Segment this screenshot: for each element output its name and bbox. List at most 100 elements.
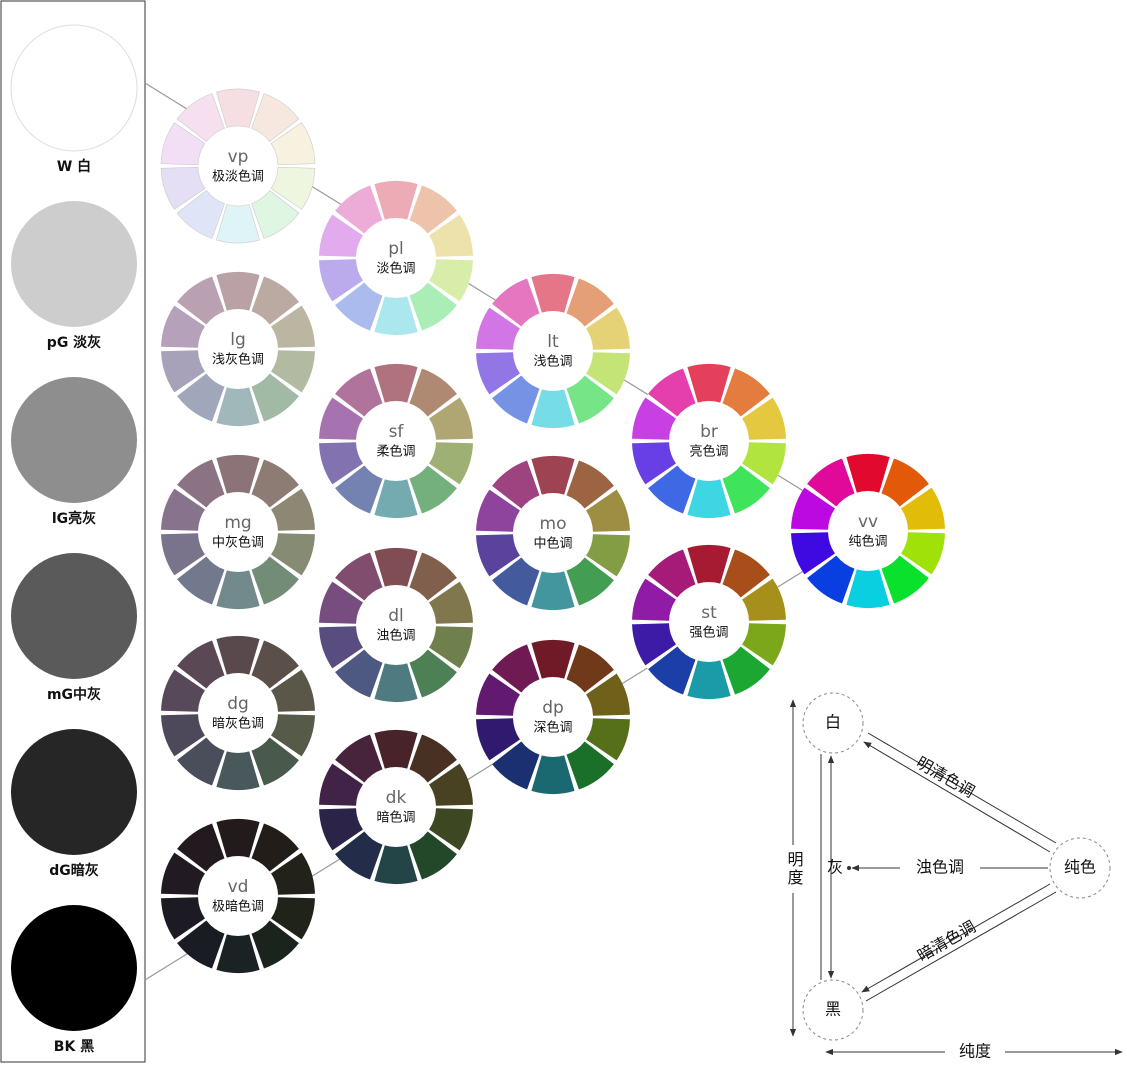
hue-segment <box>216 819 260 858</box>
hue-segment <box>881 555 929 604</box>
hue-segment <box>161 669 205 712</box>
tone-code: mo <box>540 514 567 534</box>
tone-code: dp <box>542 698 564 718</box>
gray-swatch <box>11 905 137 1031</box>
hue-segment <box>409 831 457 880</box>
hue-segment <box>632 397 676 440</box>
tone-code: mg <box>224 513 251 533</box>
hue-segment <box>251 190 300 239</box>
hue-segment <box>216 272 260 311</box>
pure-label: 纯色 <box>1064 858 1096 877</box>
hue-segment <box>566 460 614 509</box>
hue-segment <box>846 454 890 493</box>
hue-segment <box>251 737 299 786</box>
hue-segment <box>687 363 731 403</box>
dark-arrow <box>861 883 1051 993</box>
hue-segment <box>216 387 260 426</box>
hue-segment <box>429 581 473 624</box>
gray-label: 灰 <box>827 858 843 877</box>
hue-segment <box>319 808 363 851</box>
hue-segment <box>531 640 575 679</box>
hue-segment <box>176 190 225 239</box>
hue-segment <box>476 352 520 395</box>
hue-segment <box>271 350 315 393</box>
hue-segment <box>409 368 457 417</box>
dark-clear-label: 暗清色调 <box>914 917 979 965</box>
hue-segment <box>648 465 696 514</box>
light-arrow <box>863 741 1051 853</box>
hue-segment <box>161 852 205 895</box>
hue-segment <box>270 122 316 166</box>
tone-name: 浅色调 <box>533 354 572 370</box>
tone-code: lt <box>547 332 559 352</box>
tone-name: 淡色调 <box>376 261 415 277</box>
hue-segment <box>160 166 206 210</box>
hue-segment <box>586 489 630 532</box>
hue-segment <box>319 397 363 440</box>
hue-segment <box>161 897 205 940</box>
hue-segment <box>687 479 731 518</box>
hue-segment <box>374 548 418 587</box>
tone-name: 亮色调 <box>689 444 728 460</box>
hue-segment <box>791 487 835 530</box>
hue-segment <box>251 459 299 508</box>
hue-segment <box>271 714 315 757</box>
relation-diagram: 明度 纯度 白 纯色 黑 灰 浊色调 明清色调 暗清色调 <box>780 692 1123 1064</box>
hue-segment <box>251 93 300 142</box>
hue-segment <box>531 755 575 794</box>
hue-segment <box>160 122 206 166</box>
gray-label: BK 黑 <box>54 1039 94 1055</box>
hue-segment <box>319 626 363 669</box>
hue-segment <box>566 644 614 693</box>
hue-segment <box>335 465 383 514</box>
hue-segment <box>566 741 614 790</box>
hue-segment <box>722 549 770 598</box>
hue-segment <box>409 649 457 698</box>
hue-segment <box>271 852 315 895</box>
hue-segment <box>374 730 418 769</box>
tone-code: vd <box>228 877 249 897</box>
tone-name: 深色调 <box>533 720 572 736</box>
hue-segment <box>492 557 540 606</box>
tone-wheel: dl 浊色调 <box>319 548 473 702</box>
hue-segment <box>742 397 786 440</box>
tone-wheel: lt 浅色调 <box>476 274 630 428</box>
hue-segment <box>492 375 540 424</box>
hue-segment <box>335 734 383 783</box>
hue-segment <box>648 549 696 598</box>
tone-code: vv <box>858 512 878 532</box>
hue-segment <box>319 214 363 257</box>
tone-code: dl <box>388 606 404 626</box>
dark-line2 <box>865 891 1057 1002</box>
gray-label: dG暗灰 <box>49 862 99 879</box>
hue-segment <box>807 458 855 507</box>
hue-segment <box>429 763 473 806</box>
hue-segment <box>742 623 786 666</box>
black-label: 黑 <box>825 1000 841 1019</box>
hue-segment <box>177 459 225 508</box>
hue-segment <box>531 571 575 610</box>
hue-segment <box>271 669 315 712</box>
gray-scale: W 白 pG 淡灰 lG亮灰 mG中灰 dG暗灰 BK 黑 <box>10 24 138 1055</box>
hue-segment <box>251 373 299 422</box>
hue-segment <box>374 296 418 335</box>
hue-segment <box>335 368 383 417</box>
hue-segment <box>319 763 363 806</box>
tone-name: 柔色调 <box>376 444 415 460</box>
hue-segment <box>531 389 575 428</box>
gray-panel <box>0 0 146 1063</box>
hue-segment <box>586 718 630 761</box>
tone-code: br <box>700 422 718 442</box>
hue-segment <box>409 734 457 783</box>
hue-segment <box>429 626 473 669</box>
hue-segment <box>586 352 630 395</box>
tone-wheel: st 强色调 <box>632 545 786 699</box>
hue-segment <box>476 673 520 716</box>
tone-name: 浊色调 <box>376 628 415 644</box>
hue-segment <box>177 556 225 605</box>
tone-wheel: vv 纯色调 <box>791 454 945 608</box>
gray-label: lG亮灰 <box>52 510 96 527</box>
wheels: vp 极淡色调 pl 淡色调 lt 浅色调 br 亮色调 vv 纯色调 lg 浅灰色调 sf 柔色调 mo 中… <box>160 88 945 973</box>
hue-segment <box>319 442 363 485</box>
hue-segment <box>687 660 731 699</box>
